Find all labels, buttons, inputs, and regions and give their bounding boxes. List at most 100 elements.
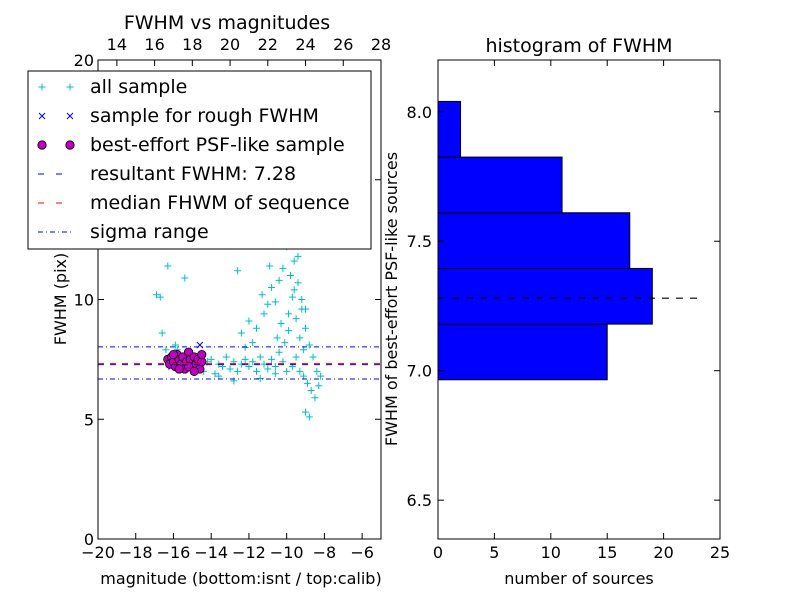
all-sample-point [302,324,310,332]
all-sample-point [273,334,281,342]
legend-label: best-effort PSF-like sample [90,134,345,156]
histogram-bar [437,100,462,158]
psf-like-sample-point [168,349,179,360]
scatter-top-x-tick-label: 14 [107,35,127,54]
all-sample-point [162,346,170,354]
all-sample-point [292,315,300,323]
scatter-x-tick-label: −14 [194,543,228,562]
legend-label: all sample [90,76,187,98]
legend-label: median FHWM of sequence [90,192,350,214]
legend-item: resultant FWHM: 7.28 [38,163,296,185]
all-sample-point [271,298,279,306]
all-sample-point [281,339,289,347]
histogram-y-label: FWHM of best-effort PSF-like sources [382,152,401,446]
legend-item: best-effort PSF-like sample [37,134,345,156]
scatter-x-tick-label: −6 [350,543,374,562]
all-sample-point [256,353,264,361]
legend-cross-marker [66,112,74,120]
all-sample-point [300,372,308,380]
all-sample-point [315,382,323,390]
histogram-x-tick-label: 20 [653,543,673,562]
all-sample-point [292,353,300,361]
legend-cross-marker [38,112,46,120]
all-sample-point [171,341,179,349]
all-sample-point [303,379,311,387]
scatter-y-tick-label: 20 [74,51,94,70]
scatter-top-x-tick-label: 18 [182,35,202,54]
scatter-y-label: FWHM (pix) [51,253,70,346]
scatter-top-x-tick-label: 26 [333,35,353,54]
scatter-y-tick-label: 10 [74,291,94,310]
histogram-y-tick-label: 6.5 [407,491,432,510]
legend-item: sigma range [38,221,209,243]
legend-dot-marker [37,140,47,150]
all-sample-point [286,272,294,280]
all-sample-point [296,367,304,375]
all-sample-point [317,372,325,380]
all-sample-point [237,329,245,337]
all-sample-point [275,276,283,284]
all-sample-point [266,262,274,270]
legend-dot-marker [65,140,75,150]
scatter-panel: −20 −18 −16 −14 −12 −10 −8 −6 14 16 18 20 22 24 26 28 0 5… [27,12,391,588]
all-sample-point [234,267,242,275]
scatter-legend: all sample sample for rough FWHM best-effo… [27,70,372,250]
legend-label: sample for rough FWHM [90,105,319,127]
all-sample-point [241,355,249,363]
legend-items: all sample sample for rough FWHM best-effo… [37,76,350,243]
all-sample-point [313,367,321,375]
all-sample-point [275,348,283,356]
legend-plus-marker [66,83,74,91]
all-sample-point [302,408,310,416]
all-sample-point [271,370,279,378]
all-sample-point [285,310,293,318]
all-sample-point [307,387,315,395]
all-sample-point [311,394,319,402]
scatter-top-x-tick-label: 24 [295,35,315,54]
all-sample-point [302,305,310,313]
all-sample-point [181,274,189,282]
scatter-x-tick-label: −12 [232,543,266,562]
legend-item: all sample [38,76,187,98]
all-sample-point [296,334,304,342]
all-sample-point [245,317,253,325]
all-sample-point [226,365,234,373]
scatter-x-tick-label: −16 [157,543,191,562]
histogram-bar [437,267,653,325]
all-sample-point [294,252,302,260]
scatter-x-label: magnitude (bottom:isnt / top:calib) [100,569,381,588]
scatter-title: FWHM vs magnitudes [124,12,330,34]
histogram-x-tick-label: 5 [489,543,499,562]
legend-box [27,70,372,250]
all-sample-point [222,353,230,361]
all-sample-point [264,300,272,308]
scatter-top-x-tick-label: 16 [144,35,164,54]
all-sample-point [164,262,172,270]
scatter-top-x-tick-label: 28 [371,35,391,54]
all-sample-point [279,264,287,272]
all-sample-point [283,367,291,375]
all-sample-point [288,293,296,301]
scatter-y-tick-label: 0 [84,530,94,549]
all-sample-point [294,279,302,287]
histogram-bar [437,323,608,381]
scatter-x-tick-label: −8 [313,543,337,562]
psf-like-sample-point [197,349,207,360]
legend-label: sigma range [90,221,209,243]
histogram-bars [437,100,653,381]
histogram-x-label: number of sources [504,569,654,588]
all-sample-point [305,413,313,421]
all-sample-point [234,367,242,375]
all-sample-point [258,291,266,299]
all-sample-point [285,327,293,335]
legend-label: resultant FWHM: 7.28 [90,163,296,185]
histogram-bar [437,212,631,269]
scatter-x-tick-label: −10 [270,543,304,562]
histogram-y-tick-label: 7.5 [407,232,432,251]
histogram-x-tick-label: 10 [541,543,561,562]
histogram-plot-frame [437,59,721,540]
all-sample-point [207,355,215,363]
all-sample-point [264,365,272,373]
legend-item: median FHWM of sequence [38,192,350,214]
